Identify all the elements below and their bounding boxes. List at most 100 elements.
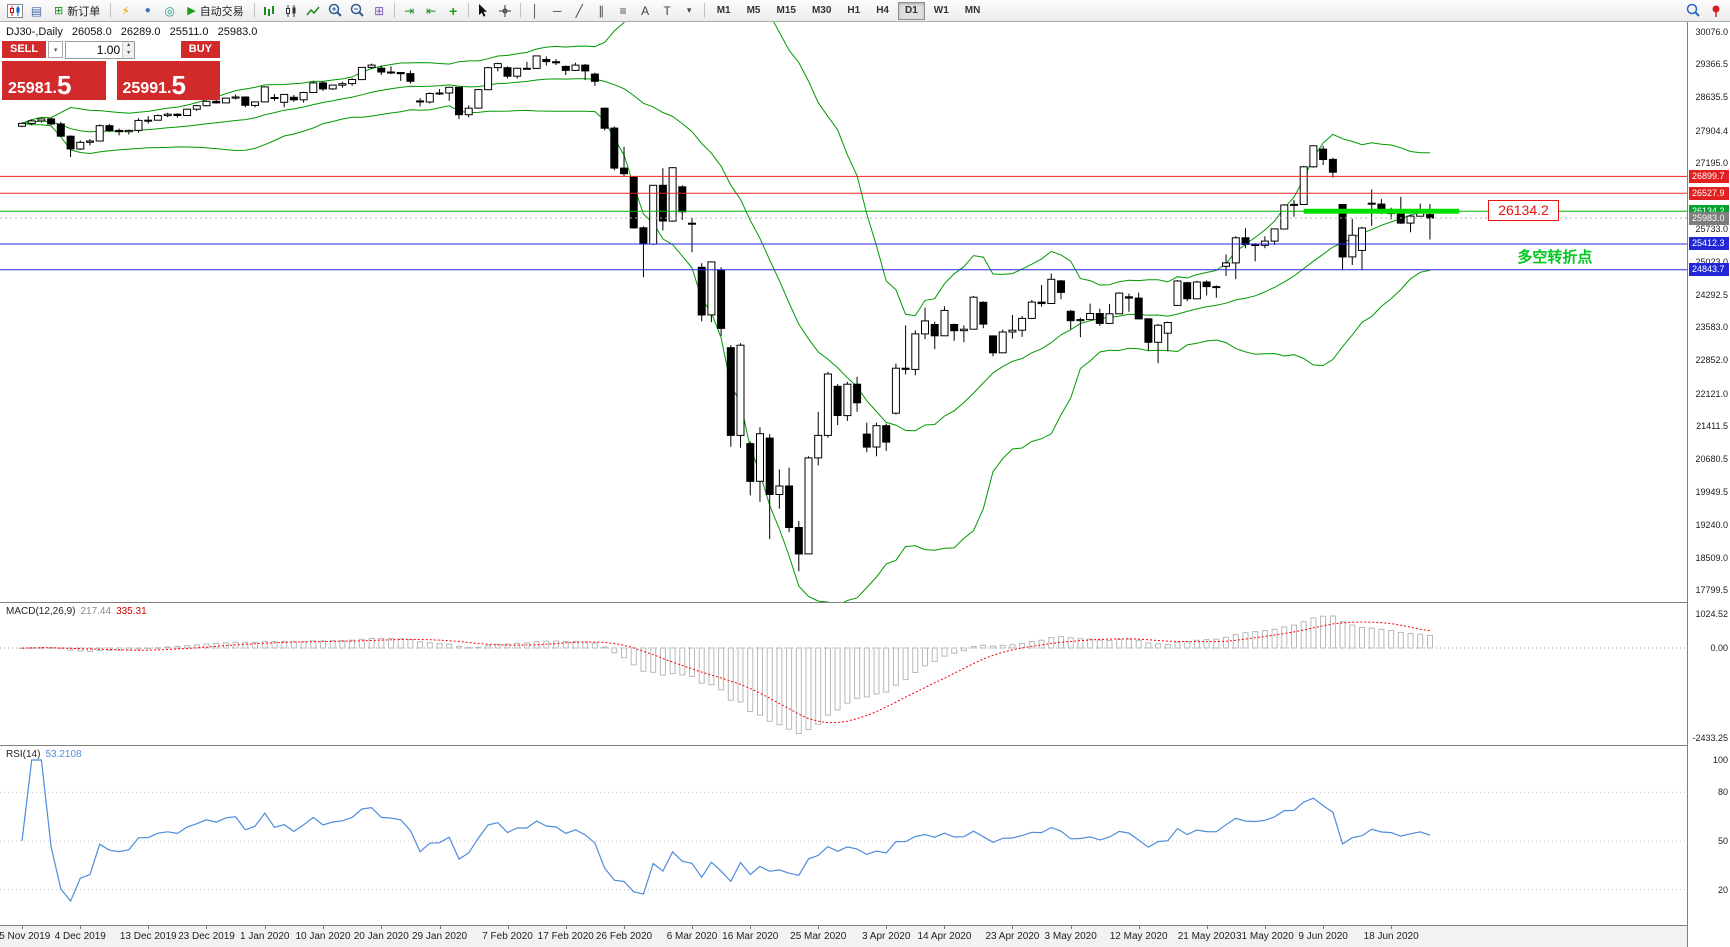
pane-separator[interactable] xyxy=(0,745,1687,746)
time-axis-label: 26 Feb 2020 xyxy=(595,931,653,942)
rsi-scale-label: 80 xyxy=(1717,787,1728,798)
toolbar-divider xyxy=(519,3,521,18)
horizontal-line-icon[interactable]: ─ xyxy=(552,3,562,18)
time-axis-label: 3 May 2020 xyxy=(1044,931,1097,942)
search-icon[interactable] xyxy=(1683,2,1704,20)
toolbar-divider xyxy=(467,3,469,18)
sell-label[interactable]: SELL xyxy=(2,41,47,58)
new-chart-icon-glyph xyxy=(6,3,23,18)
pushpin-icon-glyph xyxy=(1712,5,1719,17)
price-tick-label: 19949.5 xyxy=(1695,487,1728,498)
time-axis-tick xyxy=(381,925,383,929)
price-tick-label: 29366.5 xyxy=(1695,59,1728,70)
text-label-icon[interactable]: T xyxy=(663,3,671,18)
macd-indicator-pane[interactable] xyxy=(0,602,1687,745)
time-axis-tick xyxy=(1264,925,1266,929)
price-tag: 26899.7 xyxy=(1689,169,1729,183)
crosshair-icon-glyph xyxy=(499,4,512,17)
time-axis-label: 12 May 2020 xyxy=(1109,931,1168,942)
quantity-up-button[interactable]: ▴ xyxy=(123,41,135,50)
metaeditor-icon[interactable]: ◎ xyxy=(164,3,175,18)
price-tick-label: 25733.0 xyxy=(1695,224,1728,235)
timeframe-button-m30[interactable]: M30 xyxy=(811,5,832,16)
tile-windows-icon[interactable]: ⊞ xyxy=(374,3,385,18)
autotrading-button[interactable]: ▶ 自动交易 xyxy=(181,2,249,20)
price-tick-label: 22852.0 xyxy=(1695,355,1728,366)
timeframe-button-mn[interactable]: MN xyxy=(964,5,981,16)
bar-chart-icon[interactable] xyxy=(259,2,280,20)
arrows-menu-icon[interactable]: ▾ xyxy=(686,5,692,15)
toolbar-divider xyxy=(393,3,395,18)
price-tick-label: 18509.0 xyxy=(1695,552,1728,563)
macd-signal-value: 335.31 xyxy=(116,606,147,617)
time-axis-label: 31 May 2020 xyxy=(1235,931,1294,942)
time-axis-tick xyxy=(22,925,23,929)
zoom-out-icon[interactable] xyxy=(347,2,368,20)
price-tick-label: 30076.0 xyxy=(1695,26,1728,37)
price-chart-pane[interactable] xyxy=(0,22,1687,602)
time-axis-label: 21 May 2020 xyxy=(1177,931,1236,942)
price-level-label[interactable]: 26134.2 xyxy=(1488,200,1559,222)
one-click-trading-panel: SELL ▾ ▴ ▾ BUY 25981.5 25991.5 xyxy=(2,40,220,100)
zoom-in-icon[interactable] xyxy=(325,2,346,20)
toolbar-divider xyxy=(703,3,705,18)
fibonacci-icon[interactable]: ≡ xyxy=(619,3,627,18)
timeframe-button-m15[interactable]: M15 xyxy=(776,5,796,16)
lot-preset-dropdown[interactable]: ▾ xyxy=(48,41,64,58)
new-chart-icon[interactable] xyxy=(4,2,25,20)
pushpin-icon[interactable] xyxy=(1705,2,1726,20)
autotrading-play-icon: ▶ xyxy=(187,5,196,17)
rsi-indicator-pane[interactable] xyxy=(0,745,1687,925)
main-toolbar: ▤ ⊞ 新订单 ⚡ ● ◎ ▶ 自动交易 ⊞ ⇥ ⇤ + │ ─ ╱ ∥ ≡ A… xyxy=(0,0,1730,22)
crosshair-icon[interactable] xyxy=(495,2,516,20)
new-order-button[interactable]: ⊞ 新订单 xyxy=(48,2,106,20)
symbol-period-label: DJ30-,Daily xyxy=(6,26,63,38)
macd-indicator-label: MACD(12,26,9) 217.44 335.31 xyxy=(6,606,152,617)
new-order-plus-icon: ⊞ xyxy=(54,5,64,17)
time-axis-tick xyxy=(624,925,626,929)
vertical-line-icon[interactable]: │ xyxy=(531,3,539,18)
rsi-value: 53.2108 xyxy=(45,749,82,760)
sell-button[interactable]: 25981. 5 xyxy=(2,61,106,100)
time-axis-tick xyxy=(1012,925,1014,929)
buy-label[interactable]: BUY xyxy=(180,41,220,58)
price-scale[interactable]: 30076.029366.528635.527904.427195.026464… xyxy=(1687,22,1730,947)
timeframe-button-w1[interactable]: W1 xyxy=(933,5,949,16)
lightning-icon[interactable]: ⚡ xyxy=(121,3,130,18)
time-axis-label: 7 Feb 2020 xyxy=(482,931,533,942)
time-axis-tick xyxy=(565,925,567,929)
equidistant-channel-icon[interactable]: ∥ xyxy=(598,3,605,18)
timeframe-button-m5[interactable]: M5 xyxy=(746,5,761,16)
cursor-icon[interactable] xyxy=(473,2,494,20)
buy-button[interactable]: 25991. 5 xyxy=(116,61,220,100)
quantity-stepper: ▴ ▾ xyxy=(65,40,136,59)
close-value: 25983.0 xyxy=(217,26,258,38)
time-axis-label: 17 Feb 2020 xyxy=(537,931,594,942)
quantity-input[interactable] xyxy=(66,41,123,58)
low-value: 25511.0 xyxy=(169,26,209,38)
indicators-icon[interactable]: + xyxy=(449,2,458,19)
sell-price-big-digit: 5 xyxy=(56,70,72,100)
price-tick-label: 27195.0 xyxy=(1695,157,1728,168)
time-axis-tick xyxy=(439,925,441,929)
auto-scroll-icon[interactable]: ⇥ xyxy=(404,3,415,18)
price-tick-label: 28635.5 xyxy=(1695,92,1728,103)
profiles-icon[interactable]: ▤ xyxy=(30,3,43,18)
price-tag: 24843.7 xyxy=(1689,263,1729,277)
pane-separator[interactable] xyxy=(0,602,1687,603)
timeframe-button-m1[interactable]: M1 xyxy=(716,5,731,16)
time-axis-label: 23 Apr 2020 xyxy=(985,931,1040,942)
line-chart-icon[interactable] xyxy=(303,2,324,20)
timeframe-button-h1[interactable]: H1 xyxy=(847,5,861,16)
chart-shift-icon[interactable]: ⇤ xyxy=(426,3,437,18)
timeframe-button-d1[interactable]: D1 xyxy=(898,1,925,20)
timeframe-button-h4[interactable]: H4 xyxy=(876,5,889,16)
trendline-icon[interactable]: ╱ xyxy=(575,3,583,18)
text-icon[interactable]: A xyxy=(641,3,650,18)
quantity-down-button[interactable]: ▾ xyxy=(123,49,135,58)
chart-annotation-text[interactable]: 多空转折点 xyxy=(1517,248,1593,266)
user-profile-icon[interactable]: ● xyxy=(144,5,151,16)
candlestick-chart-icon[interactable] xyxy=(281,2,302,20)
price-tick-label: 20680.5 xyxy=(1695,454,1728,465)
